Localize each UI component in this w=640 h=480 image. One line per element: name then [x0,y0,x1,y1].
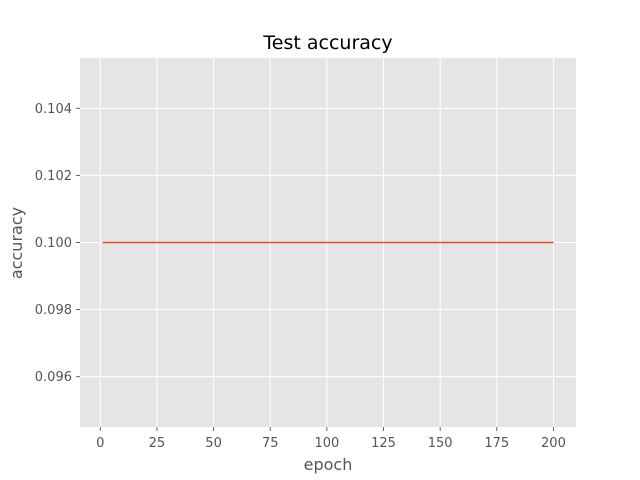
y-tick-label: 0.104 [35,102,72,117]
x-tick-label: 25 [149,436,166,451]
x-tick-label: 200 [541,436,566,451]
y-axis-ticks: 0.096 0.098 0.100 0.102 0.104 [35,102,80,385]
x-axis-label: epoch [304,455,353,474]
y-axis-label: accuracy [7,207,26,279]
x-tick-label: 125 [371,436,396,451]
x-tick-label: 100 [314,436,339,451]
x-axis-ticks: 0 25 50 75 100 125 150 175 200 [96,427,566,451]
x-tick-label: 75 [262,436,279,451]
x-tick-label: 50 [205,436,222,451]
chart-title: Test accuracy [262,32,392,54]
y-tick-label: 0.100 [35,236,72,251]
y-tick-label: 0.098 [35,303,72,318]
y-tick-label: 0.096 [35,370,72,385]
x-tick-label: 175 [484,436,509,451]
x-tick-label: 0 [96,436,104,451]
x-tick-label: 150 [428,436,453,451]
y-tick-label: 0.102 [35,169,72,184]
